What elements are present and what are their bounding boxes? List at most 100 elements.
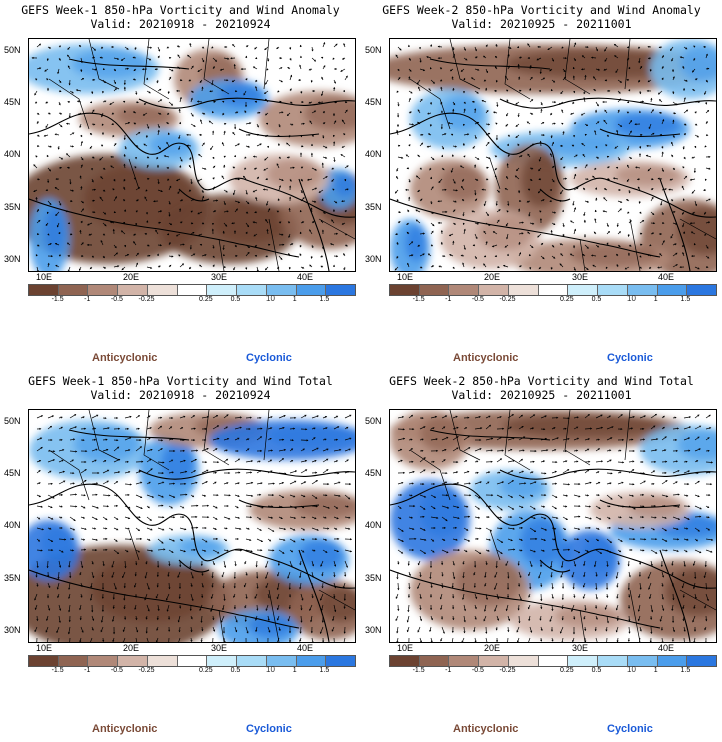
latitude-label: 45N <box>4 97 21 107</box>
colorbar-segment <box>687 285 717 295</box>
vorticity-region <box>665 568 716 616</box>
latitude-label: 50N <box>365 45 382 55</box>
colorbar-segment <box>147 285 178 295</box>
colorbar-label: -1.5 <box>412 296 425 303</box>
colorbar-segment <box>88 656 119 666</box>
vorticity-region <box>299 540 343 570</box>
colorbar-unit: 10 <box>627 294 636 303</box>
colorbar-unit: 10 <box>266 294 275 303</box>
longitude-label: 30E <box>211 272 228 282</box>
wind-vectors <box>394 42 711 271</box>
longitude-label: 30E <box>572 272 589 282</box>
colorbar-label: -0.25 <box>138 296 155 303</box>
latitude-label: 35N <box>365 573 382 583</box>
colorbar-label: 1.5 <box>680 296 691 303</box>
country-borders <box>409 410 716 642</box>
coastline <box>29 58 355 271</box>
latitude-label: 40N <box>4 520 21 530</box>
cyclonic-label: Cyclonic <box>246 723 292 735</box>
latitude-label: 30N <box>4 254 21 264</box>
colorbar-label: -1.5 <box>51 296 64 303</box>
latitude-label: 50N <box>4 45 21 55</box>
colorbar-segment <box>390 656 420 666</box>
anticyclonic-label: Anticyclonic <box>453 723 519 735</box>
latitude-label: 30N <box>365 625 382 635</box>
colorbar-segment <box>177 285 208 295</box>
latitude-label: 30N <box>365 254 382 264</box>
colorbar-label: -1 <box>84 296 91 303</box>
colorbar-segment <box>657 285 688 295</box>
vorticity-region <box>211 201 289 243</box>
vorticity-region <box>249 614 293 638</box>
colorbar-segment <box>58 656 89 666</box>
colorbar-label: -0.5 <box>471 667 484 674</box>
colorbar-label: -1.5 <box>51 667 64 674</box>
longitude-label: 10E <box>397 643 414 653</box>
longitude-label: 20E <box>484 272 501 282</box>
colorbar-label: 1.5 <box>319 296 330 303</box>
country-borders <box>48 39 355 271</box>
latitude-label: 50N <box>4 416 21 426</box>
panel-title: GEFS Week-1 850-hPa Vorticity and Wind T… <box>28 374 333 388</box>
colorbar-segment <box>266 285 297 295</box>
vorticity-region <box>161 442 195 484</box>
colorbar-label: 0.5 <box>230 667 241 674</box>
colorbar-label: 0.5 <box>591 296 602 303</box>
latitude-label: 45N <box>4 468 21 478</box>
longitude-label: 30E <box>211 643 228 653</box>
colorbar-label: -0.25 <box>499 667 516 674</box>
anticyclonic-label: Anticyclonic <box>92 352 158 364</box>
colorbar-segment <box>627 285 658 295</box>
colorbar-segment <box>237 285 267 295</box>
anticyclonic-label: Anticyclonic <box>92 723 158 735</box>
colorbar-unit: 10 <box>627 665 636 674</box>
longitude-label: 40E <box>658 272 675 282</box>
colorbar-label: 1.5 <box>319 667 330 674</box>
wind-vectors <box>34 414 353 642</box>
vorticity-region <box>41 526 75 562</box>
latitude-label: 40N <box>365 149 382 159</box>
panel-valid-dates: Valid: 20210925 - 20211001 <box>451 17 632 31</box>
colorbar-segment <box>508 656 539 666</box>
colorbar-segment <box>449 285 480 295</box>
colorbar-segment <box>390 285 420 295</box>
colorbar <box>389 655 717 667</box>
vorticity-region <box>266 159 322 189</box>
vorticity-region <box>680 45 716 81</box>
cyclonic-label: Cyclonic <box>607 352 653 364</box>
colorbar-segment <box>326 656 356 666</box>
colorbar-label: 1 <box>292 296 297 303</box>
panel-title: GEFS Week-1 850-hPa Vorticity and Wind A… <box>21 3 340 17</box>
colorbar-label: 0.5 <box>591 667 602 674</box>
longitude-label: 10E <box>36 272 53 282</box>
colorbar-segment <box>538 285 569 295</box>
colorbar-label: -0.5 <box>110 296 123 303</box>
colorbar <box>28 284 356 296</box>
colorbar-segment <box>207 656 238 666</box>
vorticity-region <box>74 426 140 462</box>
latitude-label: 35N <box>365 202 382 212</box>
colorbar-segment <box>687 656 717 666</box>
colorbar-label: 0.5 <box>230 296 241 303</box>
colorbar-segment <box>118 285 148 295</box>
colorbar-label: -0.5 <box>110 667 123 674</box>
vorticity-map <box>28 38 356 272</box>
vorticity-region <box>440 95 484 131</box>
vorticity-region <box>44 207 66 255</box>
vorticity-map <box>28 409 356 643</box>
colorbar-segment <box>479 656 509 666</box>
longitude-label: 40E <box>297 643 314 653</box>
colorbar-segment <box>29 656 59 666</box>
longitude-label: 20E <box>123 643 140 653</box>
vorticity-map <box>389 38 717 272</box>
latitude-label: 40N <box>365 520 382 530</box>
panel-title: GEFS Week-2 850-hPa Vorticity and Wind T… <box>389 374 694 388</box>
vorticity-map <box>389 409 717 643</box>
colorbar-segment <box>657 656 688 666</box>
colorbar-label: -0.25 <box>138 667 155 674</box>
vorticity-region <box>91 556 213 622</box>
vorticity-region <box>477 215 533 251</box>
colorbar-label: 0.25 <box>199 296 213 303</box>
panel-week2-anomaly: GEFS Week-2 850-hPa Vorticity and Wind A… <box>361 0 722 371</box>
panel-valid-dates: Valid: 20210918 - 20210924 <box>90 17 271 31</box>
